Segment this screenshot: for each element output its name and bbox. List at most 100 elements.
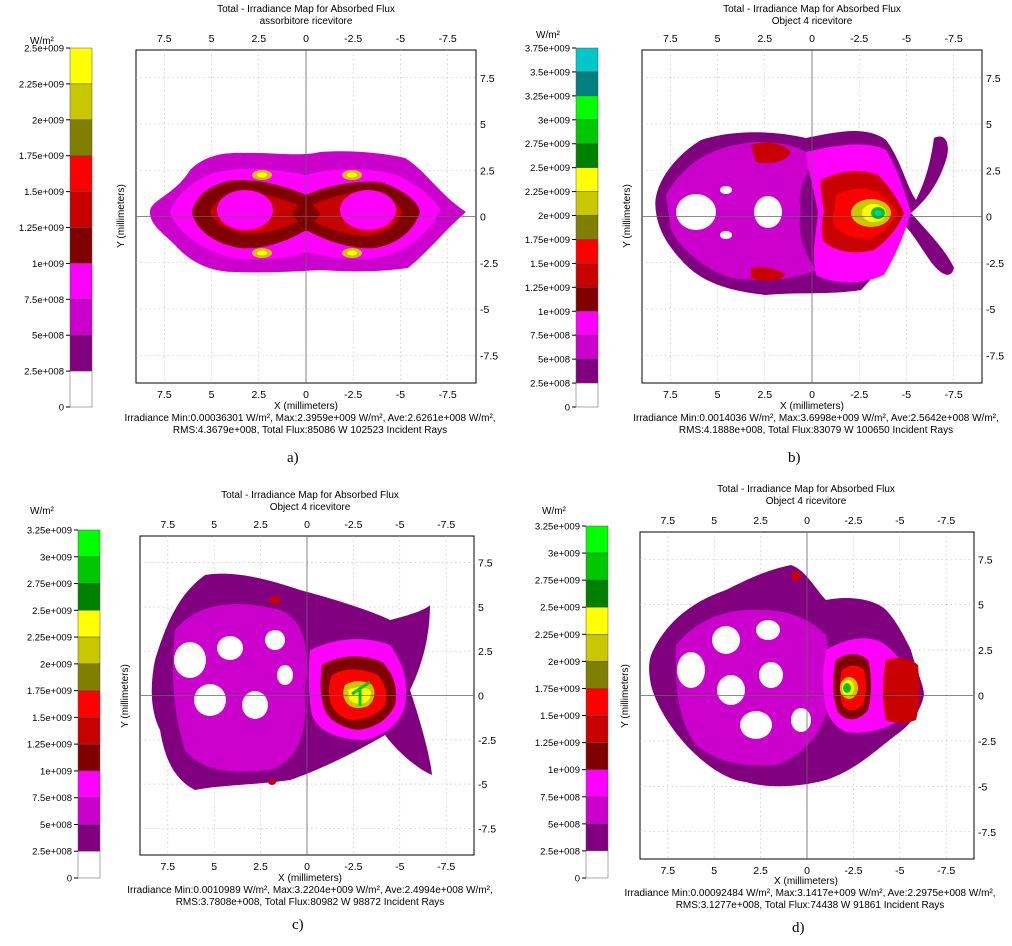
x-tick-label-top: 5 [209,33,215,45]
colorbar-tick-label: 5e+008 [548,819,580,830]
panel-d: W/m² 3.25e+009 3e+009 2.75e+009 2.5e+009 2.2… [506,470,1012,941]
colorbar-cell [585,525,609,554]
colorbar-cell [77,556,101,584]
x-tick-label-bottom: -7.5 [439,389,457,401]
y-tick-label-right: 7.5 [978,554,993,566]
hole-left [676,194,716,230]
colorbar-cell [77,610,101,638]
colorbar-cell [69,191,93,228]
x-axis-label: X (millimeters) [774,876,838,887]
y-axis-label: Y (millimeters) [120,664,131,728]
hot-spot-core [257,250,267,256]
colorbar-cell [585,579,609,608]
y-tick-label-right: 2.5 [978,645,993,657]
region-level-2 [666,142,816,280]
x-tick-label-top: -2.5 [344,519,362,531]
y-tick-label-right: 0 [978,691,984,703]
colorbar-tick-label: 2.5e+009 [24,44,64,55]
colorbar-cell [77,717,101,745]
axes: 7.5 7.5 5 5 2.5 2.5 0 0 -2.5 -2.5 -5 -5 -7.5 -7.5 7.5 5… [140,519,496,873]
x-tick-label-top: 2.5 [251,33,266,45]
colorbar-cell [69,370,93,408]
colorbar-cell [575,47,599,73]
colorbar-tick-label: 0 [565,403,570,414]
stats-line-2: RMS:4.3679e+008, Total Flux:85086 W 1025… [173,425,447,436]
colorbar-tick-label: 1e+009 [40,766,72,777]
colorbar-tick-label: 2.5e+008 [540,846,580,857]
colorbar-unit: W/m² [30,506,55,517]
hot-spot-core [347,172,357,178]
colorbar-tick-label: 7.5e+008 [540,792,580,803]
colorbar-cell [585,769,609,798]
colorbar-tick-label: 1.5e+009 [32,713,72,724]
x-tick-label-bottom: -2.5 [344,389,362,401]
colorbar-tick-label: 3.25e+009 [525,91,570,102]
colorbar-tick-label: 5e+008 [32,331,64,342]
x-tick-label-bottom: 2.5 [757,389,772,401]
colorbar-cell [575,287,599,312]
x-tick-label-top: 0 [809,33,815,45]
colorbar-cell [575,215,599,240]
chart-c: W/m² 3.25e+009 3e+009 2.75e+009 2.5e+009 2.2… [27,490,496,908]
hole [242,691,268,719]
panel-c: W/m² 3.25e+009 3e+009 2.75e+009 2.5e+009 2.2… [0,470,506,941]
colorbar-tick-label: 1.25e+009 [525,283,570,294]
x-tick-label-top: 7.5 [663,33,678,45]
colorbar-cell [575,167,599,192]
colorbar-tick-label: 2e+009 [40,659,72,670]
colorbar-tick-label: 5e+008 [40,820,72,831]
x-tick-label-top: -2.5 [344,33,362,45]
colorbar-cell [69,47,93,85]
x-tick-label-top: -2.5 [850,33,868,45]
x-tick-label-bottom: 7.5 [661,865,676,877]
y-tick-label-right: 5 [478,602,484,614]
colorbar-cell [77,743,101,772]
colorbar-tick-label: 3.5e+009 [530,67,570,78]
chart-d: W/m² 3.25e+009 3e+009 2.75e+009 2.5e+009 2.2… [535,484,996,911]
peak-core [874,210,882,216]
region-top-spot [751,142,791,164]
hole [756,620,780,640]
x-tick-label-top: 7.5 [161,519,176,531]
x-tick-label-top: 7.5 [157,33,172,45]
y-tick-label-right: -5 [978,781,987,793]
x-tick-label-top: -7.5 [439,33,457,45]
panel-a: W/m² 2.5e+009 2.25e+009 2e+009 1.75e+009 1.5… [0,0,506,470]
colorbar-cell [69,83,93,121]
hole [277,665,293,685]
axes: 7.5 7.5 5 5 2.5 2.5 0 0 -2.5 -2.5 -5 -5 -7.5 -7.5 7.5 5… [640,515,996,877]
colorbar: 3.25e+009 3e+009 2.75e+009 2.5e+009 2.25e+00… [27,526,101,885]
stats-line-2: RMS:3.1277e+008, Total Flux:74438 W 9186… [676,900,945,911]
hot-spot-core [347,250,357,256]
colorbar-tick-label: 2.25e+009 [535,630,580,641]
y-tick-label-right: 2.5 [478,646,493,658]
colorbar-cell [575,119,599,144]
x-tick-label-bottom: 0 [809,389,815,401]
x-tick-label-top: -7.5 [937,515,955,527]
colorbar: 3.25e+009 3e+009 2.75e+009 2.5e+009 2.25e+00… [535,522,609,885]
colorbar-cell [575,334,599,360]
colorbar-tick-label: 2e+009 [548,657,580,668]
x-tick-label-bottom: -5 [396,389,405,401]
colorbar-tick-label: 2.25e+009 [27,633,72,644]
colorbar-cell [585,634,609,662]
colorbar-cell [69,263,93,300]
colorbar-cell [77,850,101,879]
colorbar-cell [77,770,101,798]
y-tick-label-right: -7.5 [480,350,498,362]
x-tick-label-top: 2.5 [253,519,268,531]
colorbar-tick-label: 2.5e+009 [540,603,580,614]
chart-subtitle: Object 4 ricevitore [270,502,351,513]
chart-title: Total - Irradiance Map for Absorbed Flux [217,4,395,15]
chart-subtitle: Object 4 ricevitore [766,496,847,507]
x-tick-label-top: -5 [396,33,405,45]
y-tick-label-right: -5 [986,304,995,316]
colorbar-tick-label: 2.5e+008 [24,367,64,378]
colorbar-tick-label: 7.5e+008 [24,295,64,306]
y-tick-label-right: -5 [478,779,487,791]
colorbar-tick-label: 2e+009 [32,115,64,126]
x-tick-label-bottom: 7.5 [157,389,172,401]
gap [871,680,881,700]
hole [759,662,783,688]
irradiance-map [655,131,954,295]
